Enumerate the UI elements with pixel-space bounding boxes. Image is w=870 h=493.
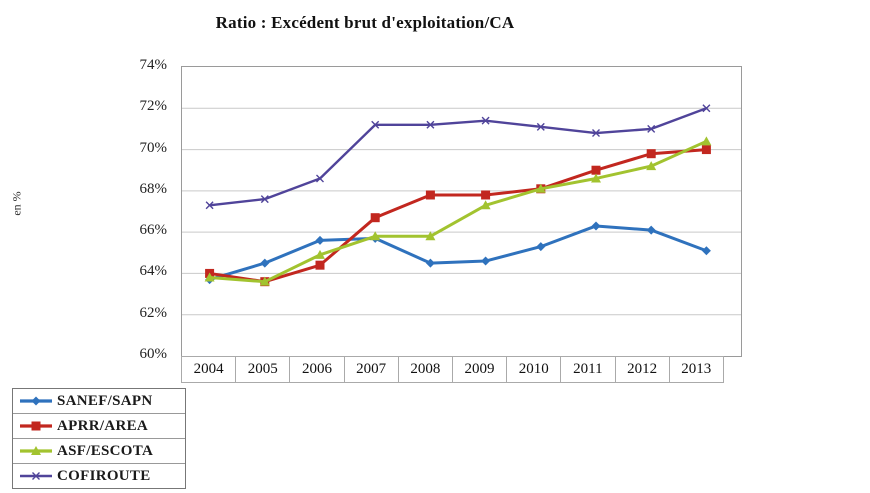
y-tick: 68% xyxy=(139,180,168,197)
aprr-area-legend-marker-icon xyxy=(20,421,52,431)
y-tick: 62% xyxy=(139,304,168,321)
marker-x xyxy=(316,174,324,183)
legend-item-aprr-area: APRR/AREA xyxy=(13,414,185,439)
marker-triangle xyxy=(425,231,436,241)
marker-square xyxy=(481,190,491,200)
y-tick: 66% xyxy=(139,222,168,239)
y-tick: 60% xyxy=(139,346,168,362)
marker-diamond xyxy=(591,221,601,231)
asf-escota-legend-marker-icon xyxy=(20,446,52,455)
marker-square xyxy=(646,149,656,159)
legend-label: COFIROUTE xyxy=(57,467,151,484)
marker-square xyxy=(701,145,711,155)
x-axis-cell-2004: 2004 xyxy=(181,356,237,383)
y-axis-ticks: 74% 72% 70% 68% 66% 64% 62% 60% xyxy=(0,0,170,493)
marker-diamond xyxy=(536,242,546,252)
marker-x xyxy=(371,120,380,129)
sanef-sapn-legend-marker-icon xyxy=(20,396,52,406)
marker-triangle xyxy=(370,231,381,241)
legend-label: SANEF/SAPN xyxy=(57,392,153,409)
y-tick: 72% xyxy=(139,98,168,115)
x-axis-cell-2005: 2005 xyxy=(236,356,291,383)
marker-square xyxy=(370,213,380,223)
marker-x xyxy=(592,129,600,138)
marker-triangle xyxy=(204,272,215,282)
y-tick: 64% xyxy=(139,263,168,280)
marker-diamond xyxy=(315,235,325,245)
x-axis-cell-2008: 2008 xyxy=(398,356,453,383)
x-axis-cell-2011: 2011 xyxy=(561,356,616,383)
plot-area xyxy=(181,66,742,357)
series-line-cofiroute xyxy=(208,107,708,207)
marker-triangle xyxy=(315,249,325,259)
marker-triangle xyxy=(646,161,657,171)
legend-label: ASF/ESCOTA xyxy=(57,442,154,459)
x-axis: 2004 2005 2006 2007 2008 2009 2010 2011 2012 2013 xyxy=(181,356,724,383)
marker-square xyxy=(315,260,325,270)
marker-diamond xyxy=(481,256,491,266)
series-line-sanef-sapn xyxy=(208,224,708,282)
legend: SANEF/SAPN APRR/AREA ASF/ESCOTA COFIROUTE xyxy=(12,388,186,489)
legend-item-sanef-sapn: SANEF/SAPN xyxy=(13,389,185,414)
marker-diamond xyxy=(646,225,656,235)
x-axis-cell-2007: 2007 xyxy=(344,356,399,383)
marker-x xyxy=(647,124,656,133)
marker-diamond xyxy=(425,258,435,268)
marker-diamond xyxy=(701,246,711,256)
x-axis-cell-2009: 2009 xyxy=(452,356,508,383)
series-line-asf-escota xyxy=(208,139,708,284)
y-tick: 70% xyxy=(139,139,168,156)
legend-label: APRR/AREA xyxy=(57,417,149,434)
marker-triangle xyxy=(701,136,712,146)
marker-x xyxy=(260,195,269,204)
marker-x xyxy=(205,201,214,210)
marker-x xyxy=(426,120,435,129)
x-axis-cell-2006: 2006 xyxy=(290,356,345,383)
marker-triangle xyxy=(259,276,270,286)
cofiroute-legend-marker-icon xyxy=(20,472,52,480)
x-axis-cell-2010: 2010 xyxy=(507,356,562,383)
marker-triangle xyxy=(480,200,491,210)
y-tick: 74% xyxy=(139,57,168,73)
marker-square xyxy=(425,190,435,200)
marker-triangle xyxy=(591,173,601,183)
chart-title: Ratio : Excédent brut d'exploitation/CA xyxy=(215,13,515,32)
marker-x xyxy=(481,116,490,125)
marker-x xyxy=(702,104,711,113)
marker-triangle xyxy=(535,183,546,193)
x-axis-cell-2013: 2013 xyxy=(669,356,724,383)
marker-square xyxy=(591,165,601,175)
legend-item-asf-escota: ASF/ESCOTA xyxy=(13,439,185,464)
marker-x xyxy=(536,122,545,131)
legend-item-cofiroute: COFIROUTE xyxy=(13,464,185,488)
marker-diamond xyxy=(260,258,270,268)
series-line-aprr-area xyxy=(208,148,708,284)
x-axis-cell-2012: 2012 xyxy=(615,356,670,383)
